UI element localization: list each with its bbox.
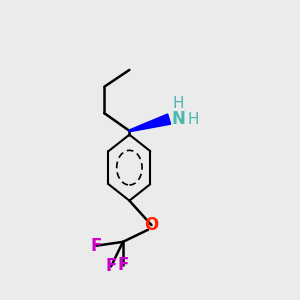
- Text: F: F: [105, 257, 117, 275]
- Text: H: H: [188, 112, 199, 127]
- Text: N: N: [171, 110, 185, 128]
- Text: H: H: [172, 96, 184, 111]
- Polygon shape: [129, 114, 171, 132]
- Text: F: F: [91, 237, 102, 255]
- Text: F: F: [117, 256, 129, 274]
- Text: O: O: [144, 216, 159, 234]
